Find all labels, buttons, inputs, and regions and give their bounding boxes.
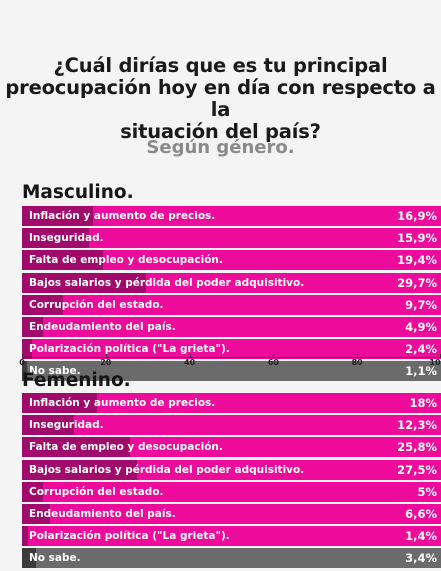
- bar-label: Polarización política ("La grieta").: [29, 530, 230, 543]
- bar-label: Endeudamiento del país.: [29, 320, 176, 333]
- chart-masculino: Inflación y aumento de precios. 16,9% Inse…: [22, 206, 441, 384]
- subtitle: Según género.: [146, 137, 295, 158]
- x-tick-label: 60: [267, 358, 279, 367]
- bar: [22, 250, 104, 271]
- bar-row: Inflación y aumento de precios. 16,9%: [22, 206, 441, 226]
- bar-label: No sabe.: [29, 552, 81, 565]
- bar-row: Inseguridad. 12,3%: [22, 415, 441, 436]
- chart-title-masculino: Masculino.: [22, 182, 134, 203]
- bar-label: Bajos salarios y pérdida del poder adqui…: [29, 276, 305, 289]
- x-tick-label: 80: [351, 358, 363, 367]
- chart-title-femenino: Femenino.: [22, 370, 131, 391]
- bar: [22, 437, 131, 458]
- bar: [22, 294, 63, 315]
- x-axis-line: [22, 357, 441, 358]
- x-tick: [189, 354, 191, 358]
- x-tick-label: 10: [429, 358, 441, 367]
- data-label: 1,1%: [405, 364, 437, 379]
- bar-label: Falta de empleo y desocupación.: [29, 254, 223, 267]
- bar-row: Bajos salarios y pérdida del poder adqui…: [22, 272, 441, 293]
- title-line-2: preocupación hoy en día con respecto a l…: [5, 76, 436, 121]
- data-label: 25,8%: [397, 440, 437, 455]
- bar-label: Corrupción del estado.: [29, 485, 164, 498]
- bar-row: Inflación y aumento de precios. 18%: [22, 393, 441, 413]
- bar-label: Inseguridad.: [29, 232, 104, 245]
- bar: [22, 503, 50, 524]
- data-label: 19,4%: [397, 253, 437, 268]
- x-tick: [105, 354, 107, 358]
- bar: [22, 459, 138, 480]
- bar-row: Polarización política ("La grieta"). 1,4%: [22, 526, 441, 547]
- bar-label: Bajos salarios y pérdida del poder adqui…: [29, 463, 305, 476]
- bar: [22, 339, 33, 360]
- data-label: 12,3%: [397, 418, 437, 433]
- x-tick-label: 20: [100, 358, 112, 367]
- title-line-3: situación del país?: [120, 120, 321, 143]
- bar-row: Falta de empleo y desocupación. 19,4%: [22, 250, 441, 271]
- bar-label: Corrupción del estado.: [29, 298, 164, 311]
- bar-row: Endeudamiento del país. 6,6%: [22, 503, 441, 524]
- data-label: 29,7%: [397, 275, 437, 290]
- data-label: 2,4%: [405, 342, 437, 357]
- bar: [22, 393, 98, 413]
- chart-femenino: Inflación y aumento de precios. 18% Insegu…: [22, 393, 441, 571]
- bar-row: Inseguridad. 15,9%: [22, 228, 441, 249]
- bar-label: Inflación y aumento de precios.: [29, 397, 216, 409]
- bar-label: No sabe.: [29, 365, 81, 378]
- x-tick-label: 0: [19, 358, 25, 367]
- data-label: 9,7%: [405, 297, 437, 312]
- bar-label: Inflación y aumento de precios.: [29, 210, 216, 222]
- bar: [22, 316, 43, 337]
- bar: [22, 206, 93, 226]
- bar-row: Falta de empleo y desocupación. 25,8%: [22, 437, 441, 458]
- page-title: ¿Cuál dirías que es tu principal preocup…: [0, 55, 441, 143]
- x-tick-label: 40: [184, 358, 196, 367]
- bar-label: Inseguridad.: [29, 419, 104, 432]
- bar-row: No sabe. 3,4%: [22, 548, 441, 569]
- data-label: 27,5%: [397, 462, 437, 477]
- bar: [22, 526, 28, 547]
- data-label: 18%: [409, 396, 437, 410]
- bar: [22, 228, 89, 249]
- title-line-1: ¿Cuál dirías que es tu principal: [53, 54, 388, 77]
- bar-label: Endeudamiento del país.: [29, 507, 176, 520]
- data-label: 3,4%: [405, 551, 437, 566]
- bar: [22, 415, 74, 436]
- data-label: 1,4%: [405, 529, 437, 544]
- x-tick: [357, 354, 359, 358]
- bar-row: Bajos salarios y pérdida del poder adqui…: [22, 459, 441, 480]
- bar-row: Corrupción del estado. 9,7%: [22, 294, 441, 315]
- x-tick: [22, 354, 23, 358]
- bar: [22, 361, 27, 382]
- data-label: 5%: [417, 484, 437, 499]
- data-label: 15,9%: [397, 231, 437, 246]
- data-label: 4,9%: [405, 319, 437, 334]
- bar-row: Polarización política ("La grieta"). 2,4%: [22, 339, 441, 360]
- bar: [22, 481, 43, 502]
- bar-label: Polarización política ("La grieta").: [29, 343, 230, 356]
- bar-label: Falta de empleo y desocupación.: [29, 441, 223, 454]
- bar: [22, 272, 147, 293]
- bar-row: No sabe. 1,1%: [22, 361, 441, 382]
- x-tick: [273, 354, 275, 358]
- bar-row: Corrupción del estado. 5%: [22, 481, 441, 502]
- data-label: 16,9%: [397, 209, 437, 223]
- bar-row: Endeudamiento del país. 4,9%: [22, 316, 441, 337]
- data-label: 6,6%: [405, 506, 437, 521]
